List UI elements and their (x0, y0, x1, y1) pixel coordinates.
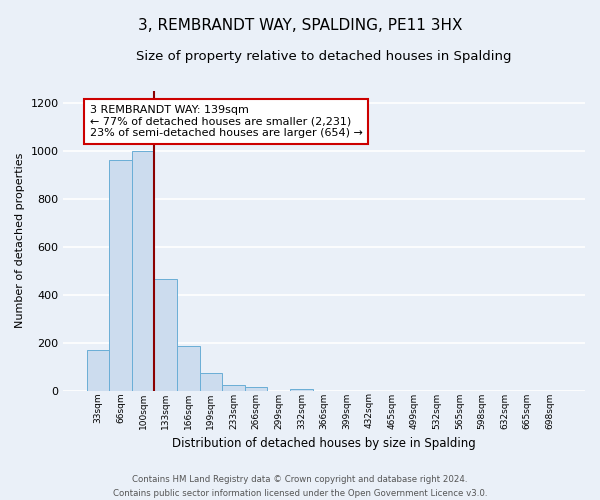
Bar (200, 373, 222, 391)
Bar (132, 150, 154, 391)
Bar (86, 350, 109, 391)
Title: Size of property relative to detached houses in Spalding: Size of property relative to detached ho… (136, 50, 512, 63)
Bar (109, 160, 132, 391)
Bar (290, 388, 313, 391)
Text: Contains HM Land Registry data © Crown copyright and database right 2024.
Contai: Contains HM Land Registry data © Crown c… (113, 476, 487, 498)
Y-axis label: Number of detached properties: Number of detached properties (15, 153, 25, 328)
Bar (177, 346, 200, 391)
Bar (245, 388, 268, 391)
Bar (154, 279, 177, 391)
Text: 3, REMBRANDT WAY, SPALDING, PE11 3HX: 3, REMBRANDT WAY, SPALDING, PE11 3HX (138, 18, 462, 32)
Text: 3 REMBRANDT WAY: 139sqm
← 77% of detached houses are smaller (2,231)
23% of semi: 3 REMBRANDT WAY: 139sqm ← 77% of detache… (90, 105, 363, 138)
X-axis label: Distribution of detached houses by size in Spalding: Distribution of detached houses by size … (172, 437, 476, 450)
Bar (222, 385, 245, 391)
